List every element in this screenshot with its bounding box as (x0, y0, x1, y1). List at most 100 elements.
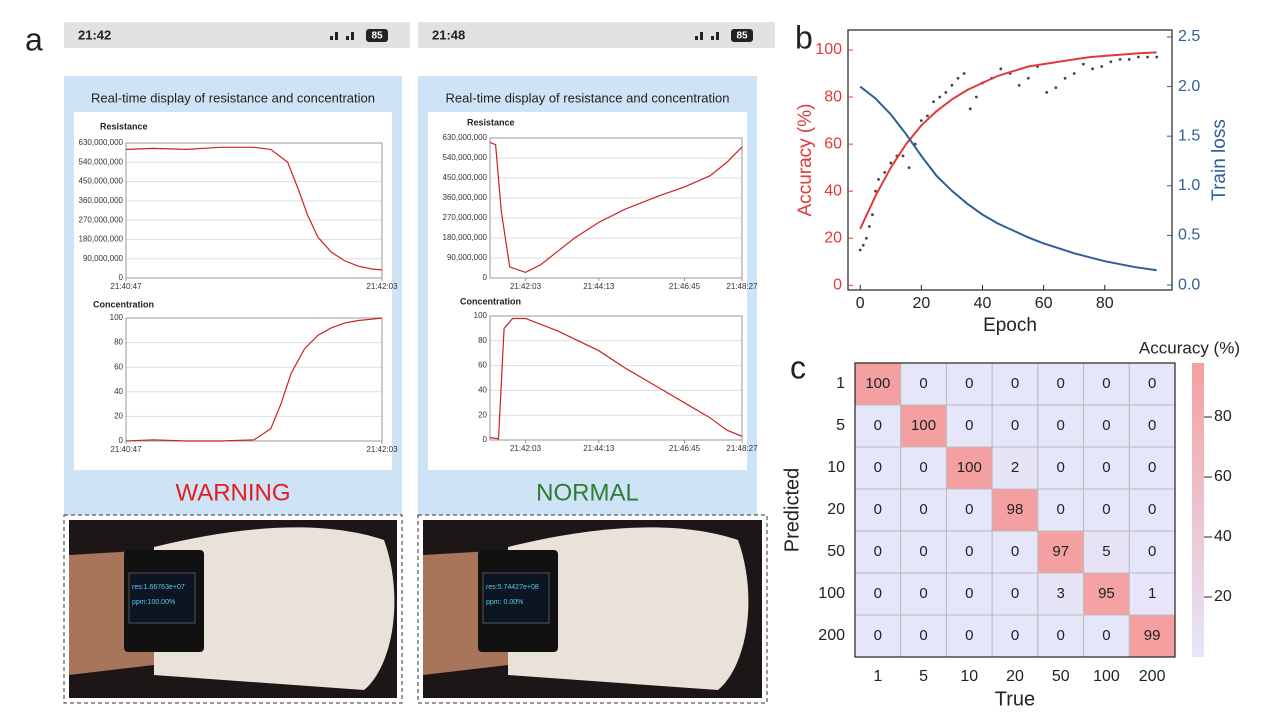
chart-title: Concentration (93, 299, 154, 309)
x-tick-label: 5 (919, 668, 928, 685)
scatter-point (883, 170, 887, 174)
panel-label: b (795, 19, 813, 55)
scatter-point (877, 178, 880, 181)
battery (366, 29, 388, 42)
glove (508, 527, 749, 690)
x-tick-label: 21:40:47 (110, 282, 142, 291)
cell-label: 100 (911, 417, 936, 434)
status-bar (64, 22, 410, 48)
status-text: NORMAL (536, 479, 639, 506)
x-tick-label: 21:44:13 (583, 444, 615, 453)
heatmap-cell (1083, 614, 1130, 658)
scatter-point (1146, 55, 1149, 59)
y2-tick-label: 1.5 (1178, 127, 1200, 144)
x-tick-label: 21:42:03 (510, 444, 542, 453)
cell-label: 3 (1057, 585, 1065, 602)
signal-bar (335, 32, 338, 40)
cell-label: 100 (865, 375, 890, 392)
x-tick-label: 0 (856, 295, 865, 312)
y-tick-label: 630,000,000 (443, 133, 488, 142)
cell-label: 0 (1102, 501, 1110, 518)
chart-card (74, 112, 392, 470)
scatter-point (1109, 60, 1113, 64)
cell-label: 0 (874, 501, 882, 518)
screen-title: Real-time display of resistance and conc… (446, 90, 730, 105)
photo-frame (63, 514, 403, 704)
scatter-point (1045, 90, 1049, 94)
scatter-point (1155, 55, 1159, 59)
x-tick-label: 100 (1093, 668, 1120, 685)
scatter-point (944, 90, 948, 94)
plot-frame (854, 362, 1176, 658)
colorbar-tick-label: 40 (1214, 528, 1232, 545)
heatmap-cell (991, 446, 1039, 490)
y-tick-label: 80 (114, 338, 123, 347)
scatter-point (1054, 86, 1058, 90)
scatter-point (968, 107, 972, 111)
heatmap-cell (1083, 488, 1130, 532)
y-tick-label: 50 (827, 543, 845, 560)
colorbar-label: Accuracy (%) (1139, 338, 1240, 357)
colorbar-tick-label: 60 (1214, 468, 1232, 485)
y-tick-label: 100 (110, 313, 124, 322)
heatmap-cell (945, 530, 993, 574)
cell-label: 0 (874, 627, 882, 644)
y-tick-label: 60 (824, 135, 842, 152)
y2-axis-label: Train loss (1209, 119, 1230, 201)
scatter-point (907, 166, 911, 170)
signal-bar (711, 36, 714, 40)
y-tick-label: 180,000,000 (443, 233, 488, 242)
heatmap-cell (1037, 572, 1085, 616)
status-time: 21:42 (78, 27, 111, 42)
x-tick-label: 80 (1096, 295, 1114, 312)
y-tick-label: 20 (827, 501, 845, 518)
y-tick-label: 270,000,000 (79, 215, 124, 224)
scatter-point (974, 95, 978, 99)
y-tick-label: 10 (827, 459, 845, 476)
status-time: 21:48 (432, 27, 465, 42)
battery (731, 29, 753, 42)
cell-label: 99 (1144, 627, 1161, 644)
y-tick-label: 40 (478, 386, 487, 395)
plot-frame (489, 137, 743, 279)
heatmap-cell (900, 488, 947, 532)
cell-label: 0 (919, 459, 927, 476)
y-tick-label: 60 (114, 362, 123, 371)
signal-bar (695, 36, 698, 40)
heatmap-cell (991, 614, 1039, 658)
scatter-point (867, 225, 871, 228)
scatter-point (889, 161, 893, 165)
heatmap-cell (1128, 404, 1176, 448)
x-axis-label: Epoch (983, 315, 1037, 336)
cell-label: 0 (1011, 585, 1019, 602)
cell-label: 0 (1011, 627, 1019, 644)
data-line (859, 51, 1157, 230)
heatmap-cell (1128, 446, 1176, 490)
status-bar (418, 22, 775, 48)
colorbar (1192, 363, 1204, 657)
data-line (859, 85, 1157, 272)
data-line (125, 146, 383, 271)
glove (154, 527, 395, 690)
watch-text: ppm:100.00% (132, 599, 175, 606)
cell-label: 0 (965, 543, 973, 560)
scatter-point (1017, 83, 1021, 87)
cell-label: 0 (874, 543, 882, 560)
heatmap-cell (1128, 488, 1176, 532)
x-tick-label: 21:46:45 (669, 444, 701, 453)
cell-label: 0 (1102, 417, 1110, 434)
plot-frame (125, 142, 383, 279)
scatter-point (1063, 76, 1067, 80)
x-tick-label: 21:48:27 (726, 282, 758, 291)
colorbar-tick-label: 80 (1214, 408, 1232, 425)
y-tick-label: 630,000,000 (79, 138, 124, 147)
y-tick-label: 360,000,000 (443, 193, 488, 202)
x-tick-label: 21:40:47 (110, 445, 142, 454)
signal-bar (346, 36, 349, 40)
plot-frame (847, 29, 1173, 291)
heatmap-cell (900, 404, 947, 448)
scatter-point (950, 83, 954, 87)
y-tick-label: 40 (114, 387, 123, 396)
cell-label: 0 (1057, 417, 1065, 434)
